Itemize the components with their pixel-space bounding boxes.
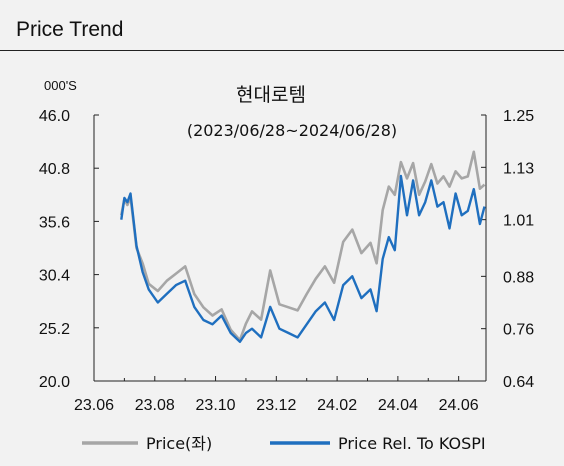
series-layer [120,150,486,343]
relative-kospi-series-line [120,174,486,343]
left-y-tick-label: 40.8 [39,161,70,178]
left-y-tick-label: 20.0 [39,374,70,391]
x-tick-label: 23.12 [256,397,296,414]
x-tick-label: 23.10 [196,397,236,414]
right-y-tick-label: 0.88 [503,269,534,286]
left-y-tick-label: 35.6 [39,214,70,231]
left-y-tick-label: 30.4 [39,268,70,285]
x-tick-label: 24.02 [317,397,357,414]
left-y-tick-label: 25.2 [39,321,70,338]
x-tick-label: 24.04 [378,397,418,414]
chart-title: 현대로템 [236,84,306,106]
price-trend-chart: 46.0 40.8 35.6 30.4 25.2 20.0 1.25 1.13 1.01 0.88… [39,78,534,453]
page-title: Price Trend [16,18,124,41]
header-divider [0,50,564,51]
chart-subtitle: (2023/06/28~2024/06/28) [187,121,397,140]
right-y-tick-label: 1.25 [503,108,534,125]
right-y-tick-label: 1.01 [503,213,534,230]
labels: 46.0 40.8 35.6 30.4 25.2 20.0 1.25 1.13 1.01 0.88… [39,78,534,414]
left-y-tick-label: 46.0 [39,108,70,125]
x-tick-label: 24.06 [439,397,479,414]
x-tick-label: 23.08 [135,397,175,414]
legend-relative-label: Price Rel. To KOSPI [338,434,486,453]
right-y-tick-label: 0.64 [503,374,534,391]
right-y-tick-label: 1.13 [503,160,534,177]
y-unit-label: 000'S [44,78,77,93]
header: Price Trend [0,0,564,52]
right-y-tick-label: 0.76 [503,322,534,339]
price-series-line [120,150,486,342]
legend-price-label: Price(좌) [146,434,212,453]
x-tick-label: 23.06 [74,397,114,414]
legend: Price(좌) Price Rel. To KOSPI [82,434,486,453]
axes [93,114,487,382]
